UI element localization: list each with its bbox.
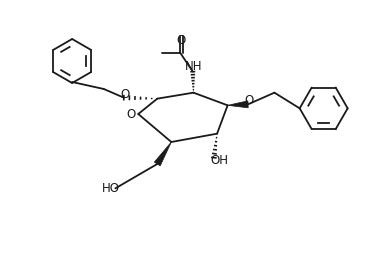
Text: NH: NH: [185, 60, 202, 73]
Polygon shape: [228, 101, 248, 108]
Text: O: O: [127, 107, 136, 120]
Text: OH: OH: [210, 154, 228, 167]
Text: O: O: [120, 88, 130, 101]
Text: HO: HO: [101, 182, 120, 195]
Polygon shape: [154, 142, 171, 166]
Text: O: O: [245, 94, 253, 107]
Text: O: O: [176, 34, 186, 46]
